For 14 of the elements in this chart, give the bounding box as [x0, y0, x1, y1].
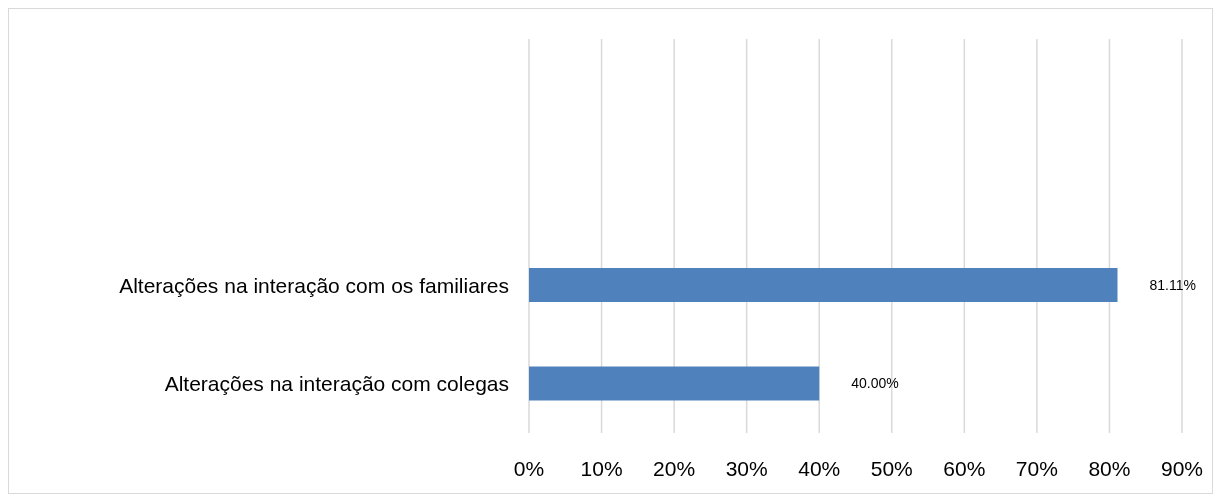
x-tick-label: 90% — [1160, 456, 1204, 480]
y-tick-label: Alterações na interação com colegas — [164, 372, 509, 396]
data-label: 40.00% — [851, 375, 899, 392]
data-label: 81.11% — [1149, 276, 1196, 293]
x-tick-label: 20% — [653, 456, 696, 480]
x-tick-label: 80% — [1088, 456, 1131, 480]
y-tick-label: Alterações na interação com os familiares — [119, 273, 509, 297]
x-tick-label: 50% — [870, 456, 913, 480]
x-tick-label: 40% — [798, 456, 841, 480]
x-tick-label: 30% — [725, 456, 768, 480]
x-tick-label: 60% — [943, 456, 986, 480]
x-tick-label: 10% — [580, 456, 623, 480]
x-tick-label: 70% — [1015, 456, 1058, 480]
x-tick-label: 0% — [513, 456, 545, 480]
